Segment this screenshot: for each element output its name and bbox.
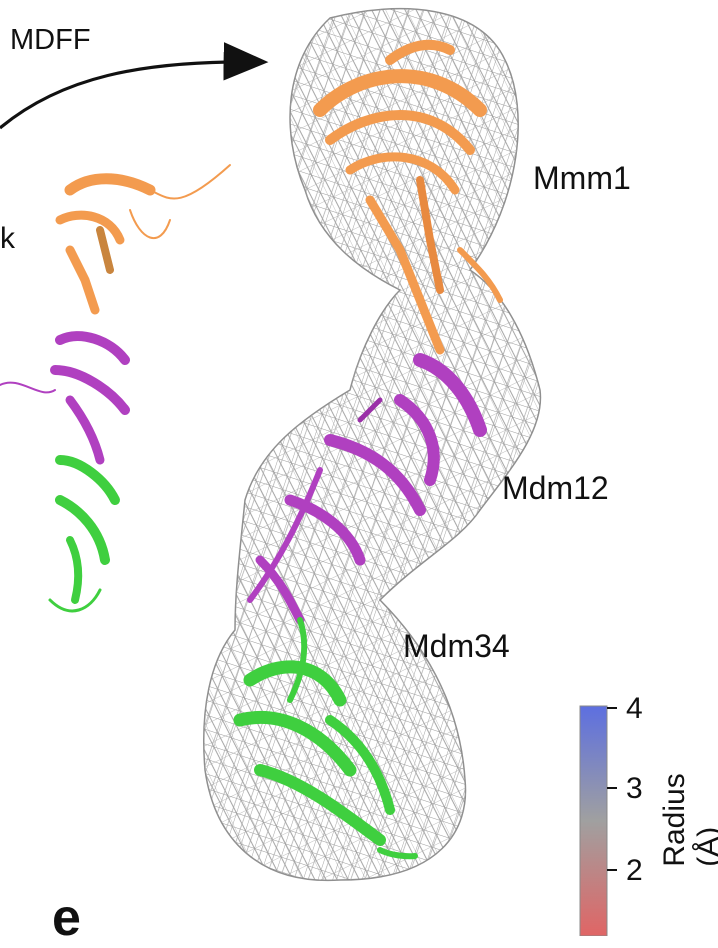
initial-mdm34-domain: [48, 455, 120, 613]
initial-mdm12-domain: [0, 331, 130, 465]
density-mesh: [203, 7, 542, 882]
mdff-arrow: [0, 42, 269, 130]
initial-mmm1-domain: [55, 164, 231, 315]
colorbar-tick-label-2: 2: [626, 854, 643, 887]
panel-letter: e: [52, 889, 81, 947]
fitted-mdm34-domain: [233, 617, 418, 860]
mdff-arrow-label: MDFF: [10, 24, 91, 56]
colorbar-title: Radius (Å): [658, 773, 718, 867]
mdm12-label: Mdm12: [502, 470, 609, 506]
mmm1-label: Mmm1: [533, 160, 631, 196]
colorbar: [579, 705, 608, 936]
fitted-mmm1-domain: [313, 39, 503, 355]
fitted-mdm12-domain: [247, 353, 487, 625]
truncated-text: k: [0, 222, 15, 255]
colorbar-tick-label-3: 3: [626, 772, 643, 805]
mdm34-label: Mdm34: [403, 628, 510, 664]
colorbar-tick-label-4: 4: [626, 692, 643, 725]
